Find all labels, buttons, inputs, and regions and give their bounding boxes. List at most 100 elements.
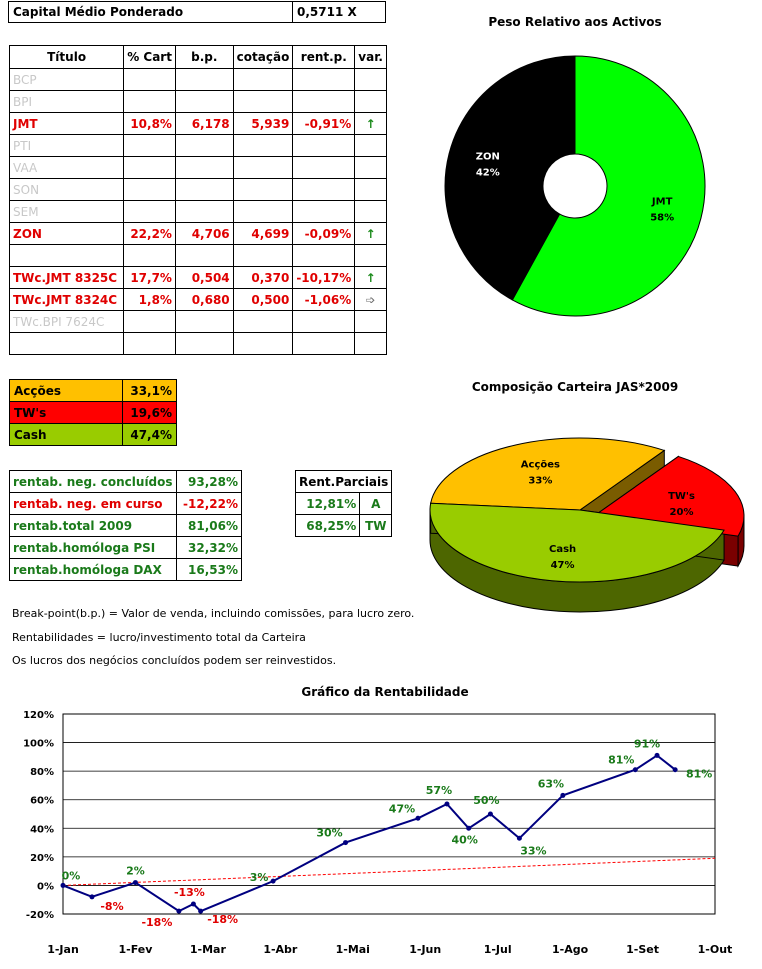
series-point xyxy=(560,793,565,798)
holding-bp xyxy=(175,69,233,91)
var-cell xyxy=(355,179,387,201)
data-label: 91% xyxy=(634,737,660,750)
holding-name: ZON xyxy=(10,223,124,245)
return-row: rentab. neg. em curso -12,22% xyxy=(10,493,242,515)
partial-header: Rent.Parciais xyxy=(296,471,392,493)
holding-rent: -0,09% xyxy=(293,223,355,245)
series-point xyxy=(673,767,678,772)
return-label: rentab.homóloga PSI xyxy=(10,537,177,559)
series-point xyxy=(89,894,94,899)
series-point xyxy=(61,883,66,888)
holding-row xyxy=(10,245,387,267)
holding-rent xyxy=(293,245,355,267)
return-row: rentab.homóloga DAX 16,53% xyxy=(10,559,242,581)
allocation-value: 33,1% xyxy=(123,380,177,402)
y-tick-label: -20% xyxy=(26,910,54,921)
col-bp: b.p. xyxy=(175,46,233,69)
line-title: Gráfico da Rentabilidade xyxy=(260,685,510,699)
holding-quote: 4,699 xyxy=(233,223,293,245)
return-label: rentab.homóloga DAX xyxy=(10,559,177,581)
return-label: rentab. neg. em curso xyxy=(10,493,177,515)
series-point xyxy=(517,836,522,841)
holding-row: SON xyxy=(10,179,387,201)
series-point xyxy=(176,909,181,914)
holding-bp xyxy=(175,179,233,201)
holdings-header-row: Título % Cart b.p. cotação rent.p. var. xyxy=(10,46,387,69)
holding-pct xyxy=(124,69,176,91)
return-value: -12,22% xyxy=(177,493,242,515)
holding-rent xyxy=(293,69,355,91)
x-tick-label: 1-Set xyxy=(626,943,659,956)
holding-bp xyxy=(175,91,233,113)
holding-row: PTI xyxy=(10,135,387,157)
data-label: 3% xyxy=(250,871,269,884)
holding-pct xyxy=(124,157,176,179)
return-row: rentab. neg. concluídos 93,28% xyxy=(10,471,242,493)
series-point xyxy=(415,816,420,821)
holding-bp xyxy=(175,245,233,267)
holding-quote xyxy=(233,333,293,355)
holding-quote: 0,500 xyxy=(233,289,293,311)
allocation-row: Cash 47,4% xyxy=(10,424,177,446)
holding-row: TWc.JMT 8325C 17,7% 0,504 0,370 -10,17% ↑ xyxy=(10,267,387,289)
holding-bp: 0,504 xyxy=(175,267,233,289)
holding-bp xyxy=(175,135,233,157)
allocation-value: 19,6% xyxy=(123,402,177,424)
y-tick-label: 20% xyxy=(30,853,54,864)
data-label: -13% xyxy=(174,886,205,899)
holding-rent: -0,91% xyxy=(293,113,355,135)
x-tick-label: 1-Jul xyxy=(484,943,512,956)
holding-row: BPI xyxy=(10,91,387,113)
data-label: -18% xyxy=(141,916,172,929)
holding-row: ZON 22,2% 4,706 4,699 -0,09% ↑ xyxy=(10,223,387,245)
data-label: 30% xyxy=(316,827,342,840)
series-point xyxy=(133,880,138,885)
partial-tag-tw: TW xyxy=(360,515,392,537)
holding-quote xyxy=(233,135,293,157)
data-label: -18% xyxy=(207,913,238,926)
holding-rent xyxy=(293,311,355,333)
var-cell xyxy=(355,69,387,91)
series-point xyxy=(488,812,493,817)
holding-pct xyxy=(124,91,176,113)
series-point xyxy=(343,840,348,845)
holdings-table: Título % Cart b.p. cotação rent.p. var. … xyxy=(9,45,387,355)
holding-bp xyxy=(175,201,233,223)
partial-value-tw: 68,25% xyxy=(296,515,360,537)
data-label: 81% xyxy=(608,754,634,767)
holding-name: BPI xyxy=(10,91,124,113)
var-cell xyxy=(355,333,387,355)
holding-pct xyxy=(124,135,176,157)
holding-quote xyxy=(233,157,293,179)
allocation-label: Cash xyxy=(10,424,123,446)
holding-pct xyxy=(124,201,176,223)
return-row: rentab.homóloga PSI 32,32% xyxy=(10,537,242,559)
holding-row: BCP xyxy=(10,69,387,91)
data-label: -8% xyxy=(100,900,123,913)
pie2-label: Acções xyxy=(521,460,560,471)
holding-name: TWc.JMT 8325C xyxy=(10,267,124,289)
holding-rent xyxy=(293,333,355,355)
holding-rent: -10,17% xyxy=(293,267,355,289)
pie2-percent: 20% xyxy=(670,507,694,518)
holding-name: TWc.BPI 7624C xyxy=(10,311,124,333)
arrow-right-icon: ➩ xyxy=(355,289,387,311)
holding-rent xyxy=(293,157,355,179)
arrow-up-icon: ↑ xyxy=(355,267,387,289)
holding-pct xyxy=(124,245,176,267)
holding-bp xyxy=(175,333,233,355)
data-label: 0% xyxy=(62,869,81,882)
return-label: rentab. neg. concluídos xyxy=(10,471,177,493)
holding-name: BCP xyxy=(10,69,124,91)
holding-pct xyxy=(124,179,176,201)
pie2-percent: 33% xyxy=(528,476,552,487)
partial-table: Rent.Parciais 12,81% A 68,25% TW xyxy=(295,470,392,537)
arrow-up-icon: ↑ xyxy=(355,223,387,245)
holding-bp: 0,680 xyxy=(175,289,233,311)
pie-composicao-carteira: Acções33%TW's20%Cash47% xyxy=(420,415,760,615)
pie1-label: ZON xyxy=(476,152,500,163)
holding-quote xyxy=(233,91,293,113)
series-point xyxy=(466,826,471,831)
x-tick-label: 1-Mar xyxy=(190,943,227,956)
x-tick-label: 1-Ago xyxy=(552,943,589,956)
